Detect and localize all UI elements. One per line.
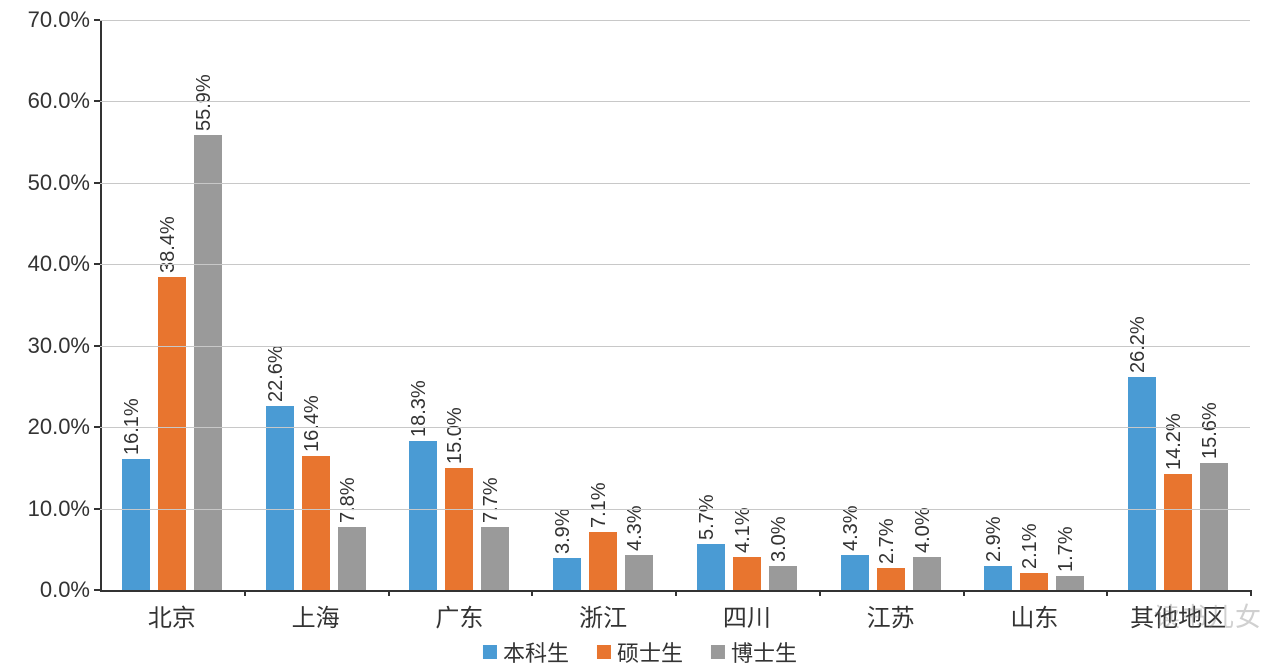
legend-item: 本科生 bbox=[483, 636, 569, 668]
bar: 3.0% bbox=[769, 566, 797, 590]
x-tick bbox=[675, 590, 677, 596]
y-tick-label: 20.0% bbox=[28, 414, 100, 440]
legend-swatch bbox=[483, 645, 497, 659]
y-tick-label: 70.0% bbox=[28, 7, 100, 33]
bar: 15.6% bbox=[1200, 463, 1228, 590]
bar-value-label: 18.3% bbox=[408, 380, 431, 437]
y-tick-label: 40.0% bbox=[28, 251, 100, 277]
bar: 4.0% bbox=[913, 557, 941, 590]
bar: 4.3% bbox=[625, 555, 653, 590]
bar-group: 22.6%16.4%7.8%上海 bbox=[244, 20, 388, 590]
bar: 15.0% bbox=[445, 468, 473, 590]
gridline bbox=[100, 427, 1250, 428]
x-category-label: 上海 bbox=[292, 590, 340, 633]
x-category-label: 浙江 bbox=[579, 590, 627, 633]
bar: 1.7% bbox=[1056, 576, 1084, 590]
plot-area: 16.1%38.4%55.9%北京22.6%16.4%7.8%上海18.3%15… bbox=[100, 20, 1250, 592]
x-tick bbox=[531, 590, 533, 596]
gridline bbox=[100, 509, 1250, 510]
legend: 本科生 硕士生 博士生 bbox=[483, 636, 797, 668]
bar-value-label: 3.0% bbox=[768, 516, 791, 562]
gridline bbox=[100, 183, 1250, 184]
gridline bbox=[100, 264, 1250, 265]
y-tick-label: 0.0% bbox=[40, 577, 100, 603]
legend-label: 本科生 bbox=[503, 636, 569, 668]
bar-value-label: 4.3% bbox=[624, 505, 647, 551]
x-category-label: 广东 bbox=[435, 590, 483, 633]
y-tick-label: 10.0% bbox=[28, 496, 100, 522]
chart-container: 16.1%38.4%55.9%北京22.6%16.4%7.8%上海18.3%15… bbox=[0, 0, 1280, 672]
x-category-label: 江苏 bbox=[867, 590, 915, 633]
bar-group: 18.3%15.0%7.7%广东 bbox=[388, 20, 532, 590]
bar-value-label: 2.1% bbox=[1019, 523, 1042, 569]
bar: 18.3% bbox=[409, 441, 437, 590]
gridline bbox=[100, 346, 1250, 347]
bar-value-label: 2.9% bbox=[983, 517, 1006, 563]
bar-value-label: 26.2% bbox=[1127, 316, 1150, 373]
bar-group: 5.7%4.1%3.0%四川 bbox=[675, 20, 819, 590]
legend-swatch bbox=[597, 645, 611, 659]
bar-value-label: 5.7% bbox=[696, 494, 719, 540]
y-tick-label: 50.0% bbox=[28, 170, 100, 196]
bar: 14.2% bbox=[1164, 474, 1192, 590]
legend-swatch bbox=[711, 645, 725, 659]
bar-value-label: 7.1% bbox=[588, 483, 611, 529]
x-category-label: 四川 bbox=[723, 590, 771, 633]
bar-value-label: 7.7% bbox=[480, 478, 503, 524]
x-tick bbox=[388, 590, 390, 596]
x-tick bbox=[244, 590, 246, 596]
bar-group: 2.9%2.1%1.7%山东 bbox=[963, 20, 1107, 590]
bar-value-label: 4.3% bbox=[840, 505, 863, 551]
bar: 4.1% bbox=[733, 557, 761, 590]
gridline bbox=[100, 20, 1250, 21]
bar-group: 4.3%2.7%4.0%江苏 bbox=[819, 20, 963, 590]
bar-group: 16.1%38.4%55.9%北京 bbox=[100, 20, 244, 590]
x-category-label: 其他地区 bbox=[1130, 590, 1226, 633]
bar: 22.6% bbox=[266, 406, 294, 590]
bar-value-label: 15.6% bbox=[1199, 402, 1222, 459]
x-tick bbox=[1250, 590, 1252, 596]
gridline bbox=[100, 101, 1250, 102]
bar: 38.4% bbox=[158, 277, 186, 590]
bar: 7.7% bbox=[481, 527, 509, 590]
x-tick bbox=[819, 590, 821, 596]
bar-groups: 16.1%38.4%55.9%北京22.6%16.4%7.8%上海18.3%15… bbox=[100, 20, 1250, 590]
bar-group: 26.2%14.2%15.6%其他地区 bbox=[1106, 20, 1250, 590]
legend-label: 博士生 bbox=[731, 636, 797, 668]
bar-value-label: 1.7% bbox=[1055, 527, 1078, 573]
bar-value-label: 22.6% bbox=[265, 345, 288, 402]
bar: 55.9% bbox=[194, 135, 222, 590]
bar-value-label: 4.1% bbox=[732, 507, 755, 553]
bar: 2.9% bbox=[984, 566, 1012, 590]
x-tick bbox=[1106, 590, 1108, 596]
legend-label: 硕士生 bbox=[617, 636, 683, 668]
bar-value-label: 2.7% bbox=[876, 518, 899, 564]
x-tick bbox=[963, 590, 965, 596]
bar-group: 3.9%7.1%4.3%浙江 bbox=[531, 20, 675, 590]
bar-value-label: 55.9% bbox=[193, 74, 216, 131]
bar: 26.2% bbox=[1128, 377, 1156, 590]
bar-value-label: 15.0% bbox=[444, 407, 467, 464]
bar-value-label: 3.9% bbox=[552, 509, 575, 555]
y-tick-label: 60.0% bbox=[28, 88, 100, 114]
legend-item: 博士生 bbox=[711, 636, 797, 668]
bar: 16.1% bbox=[122, 459, 150, 590]
bar-value-label: 7.8% bbox=[337, 477, 360, 523]
bar-value-label: 4.0% bbox=[912, 508, 935, 554]
bar: 2.7% bbox=[877, 568, 905, 590]
legend-item: 硕士生 bbox=[597, 636, 683, 668]
bar: 4.3% bbox=[841, 555, 869, 590]
bar: 3.9% bbox=[553, 558, 581, 590]
bar: 16.4% bbox=[302, 456, 330, 590]
bar: 7.8% bbox=[338, 527, 366, 591]
bar-value-label: 16.4% bbox=[301, 396, 324, 453]
bar-value-label: 14.2% bbox=[1163, 414, 1186, 471]
y-tick-label: 30.0% bbox=[28, 333, 100, 359]
bar: 5.7% bbox=[697, 544, 725, 590]
x-category-label: 山东 bbox=[1010, 590, 1058, 633]
bar: 2.1% bbox=[1020, 573, 1048, 590]
x-category-label: 北京 bbox=[148, 590, 196, 633]
bar: 7.1% bbox=[589, 532, 617, 590]
